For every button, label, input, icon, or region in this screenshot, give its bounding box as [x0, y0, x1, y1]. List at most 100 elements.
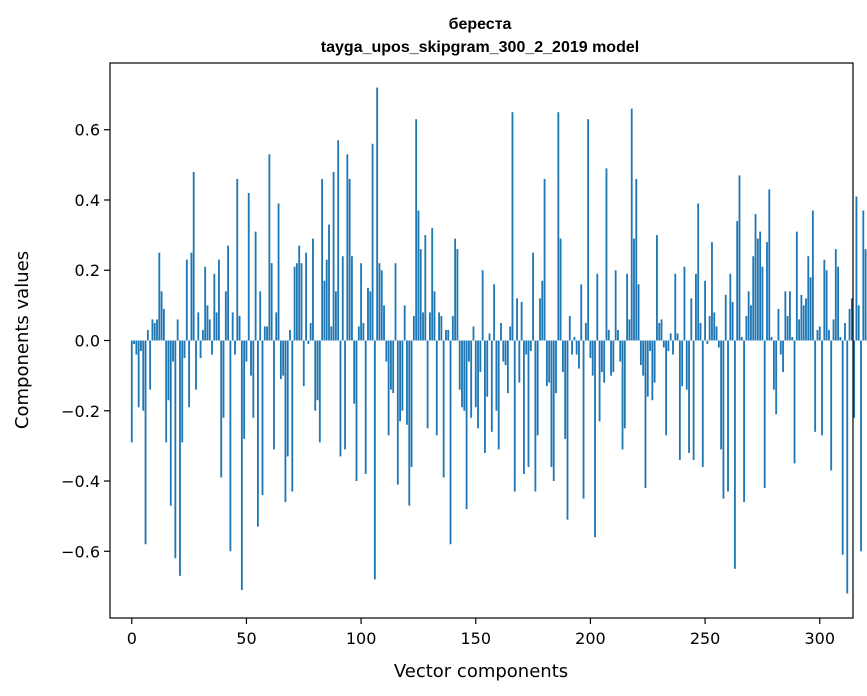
bar [660, 319, 663, 341]
bar [376, 87, 379, 341]
bar [857, 305, 860, 341]
bar [275, 312, 278, 341]
bar [665, 340, 668, 436]
bar [183, 340, 186, 359]
bar [669, 333, 672, 341]
bar [447, 329, 450, 341]
bar [174, 340, 177, 559]
bar [768, 189, 771, 341]
bar [706, 340, 709, 345]
bar [752, 256, 755, 341]
bar [266, 326, 268, 341]
chart-subtitle: tayga_upos_skipgram_300_2_2019 model [321, 39, 639, 56]
bar [786, 315, 789, 341]
x-tick-label: 300 [804, 629, 835, 648]
bar [185, 259, 188, 341]
bar [144, 340, 147, 545]
bar [704, 280, 706, 341]
bar [449, 340, 452, 545]
bar [245, 340, 248, 362]
bar [837, 266, 840, 341]
bar [754, 214, 757, 341]
bar [731, 301, 734, 341]
bar [220, 340, 223, 478]
y-tick-label: 0.2 [75, 261, 100, 280]
bar [153, 322, 156, 341]
bar [385, 340, 388, 362]
bar [355, 340, 358, 482]
bar [548, 340, 551, 383]
bar [495, 340, 498, 411]
bar [362, 322, 365, 341]
bar [681, 340, 684, 387]
bar [206, 305, 209, 341]
bar [467, 340, 470, 362]
bar [240, 340, 243, 590]
bar [247, 192, 250, 341]
bar [422, 312, 424, 341]
bar [545, 340, 548, 387]
bar [646, 340, 649, 397]
y-tick-label: −0.6 [61, 542, 100, 561]
bar [841, 340, 844, 555]
bar [619, 340, 622, 362]
bar [360, 263, 363, 341]
bar [614, 270, 617, 341]
bar [181, 340, 184, 443]
bar [415, 119, 418, 341]
bar [511, 112, 514, 341]
bar [295, 263, 298, 341]
bar [708, 315, 711, 341]
bar [330, 326, 333, 341]
bar [639, 340, 642, 366]
bar [504, 340, 507, 366]
x-axis-label: Vector components [394, 661, 568, 682]
bar [273, 340, 275, 450]
bar [218, 259, 220, 341]
bar [309, 322, 312, 341]
bar [733, 340, 736, 569]
bar [658, 322, 661, 341]
bar [176, 319, 179, 341]
bar [454, 238, 457, 341]
bar [692, 340, 695, 460]
bar [486, 340, 489, 397]
bar [351, 256, 353, 341]
bar [497, 340, 500, 450]
bar [607, 329, 610, 341]
bar [678, 340, 681, 460]
bar [818, 326, 821, 341]
bar [850, 298, 853, 341]
bar [720, 340, 723, 450]
x-tick-label: 100 [346, 629, 377, 648]
bar [428, 312, 431, 341]
bar [224, 291, 227, 341]
bar [832, 319, 835, 341]
bar [261, 340, 264, 496]
bar [149, 340, 152, 390]
bar [392, 340, 395, 394]
bar [550, 340, 553, 467]
bar [250, 340, 252, 376]
bar [594, 340, 596, 538]
bar [169, 340, 172, 506]
bar [623, 340, 626, 429]
bar [293, 266, 296, 341]
bar [761, 266, 764, 341]
bar [500, 322, 502, 341]
bar [165, 340, 168, 443]
bar [344, 340, 346, 450]
bar [488, 333, 491, 341]
bar [688, 340, 690, 453]
bar [626, 273, 629, 341]
bar [156, 319, 158, 341]
bar [635, 178, 638, 341]
bar [807, 256, 810, 341]
bar [715, 326, 718, 341]
bar [534, 340, 537, 492]
bar [463, 340, 466, 411]
bar [337, 140, 340, 341]
bar [603, 340, 606, 383]
bar [596, 273, 599, 341]
bar [756, 238, 759, 341]
